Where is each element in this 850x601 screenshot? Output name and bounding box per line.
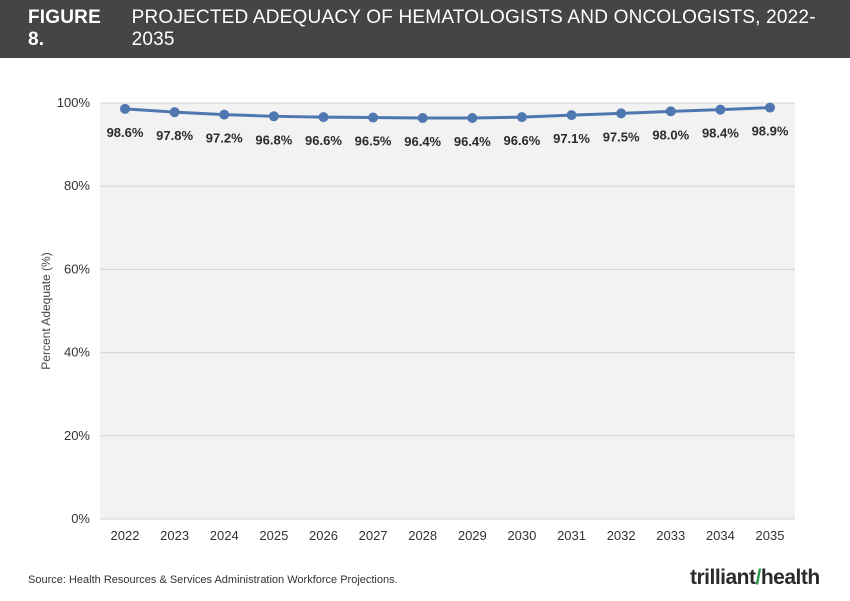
data-point xyxy=(715,104,726,115)
line-chart: 0%20%40%60%80%100% 2022 2023 2024 2025 2026 2… xyxy=(39,95,795,543)
source-note: Source: Health Resources & Services Admi… xyxy=(28,574,398,586)
data-point xyxy=(169,107,180,118)
data-label: 97.5% xyxy=(603,129,640,144)
data-label: 96.4% xyxy=(404,134,441,149)
x-tick-label: 2030 xyxy=(507,528,536,543)
data-point xyxy=(318,112,329,123)
trilliant-health-logo: trilliant/health xyxy=(690,566,820,590)
x-tick-label: 2034 xyxy=(706,528,735,543)
x-tick-label: 2024 xyxy=(210,528,239,543)
x-tick-label: 2025 xyxy=(259,528,288,543)
x-tick-label: 2026 xyxy=(309,528,338,543)
x-tick-label: 2029 xyxy=(458,528,487,543)
data-labels: 98.6% 97.8% 97.2% 96.8% 96.6% 96.5% 96.4% 96.4%… xyxy=(107,124,789,149)
data-point xyxy=(219,109,230,120)
data-label: 96.5% xyxy=(355,134,392,149)
data-label: 96.4% xyxy=(454,134,491,149)
data-label: 98.4% xyxy=(702,126,739,141)
data-point xyxy=(467,112,478,123)
y-tick-label: 100% xyxy=(57,95,91,110)
x-axis-ticks: 2022 2023 2024 2025 2026 2027 2028 2029 2030 2031… xyxy=(111,528,785,543)
x-tick-label: 2027 xyxy=(359,528,388,543)
data-label: 98.0% xyxy=(652,127,689,142)
x-tick-label: 2033 xyxy=(656,528,685,543)
data-points xyxy=(120,102,775,123)
data-point xyxy=(616,108,627,119)
data-label: 97.1% xyxy=(553,131,590,146)
figure-header: FIGURE 8. PROJECTED ADEQUACY OF HEMATOLO… xyxy=(0,0,850,58)
data-label: 96.8% xyxy=(255,132,292,147)
logo-accent-mark: / xyxy=(755,566,762,589)
data-label: 98.6% xyxy=(107,125,144,140)
figure-title: PROJECTED ADEQUACY OF HEMATOLOGISTS AND … xyxy=(131,7,816,50)
data-label: 97.8% xyxy=(156,128,193,143)
logo-text-1: trilliant xyxy=(690,566,756,589)
y-axis-label: Percent Adequate (%) xyxy=(39,252,53,369)
data-label: 97.2% xyxy=(206,131,243,146)
plot-area xyxy=(100,103,795,519)
data-point xyxy=(765,102,775,113)
figure-label: FIGURE 8. xyxy=(28,7,101,50)
data-label: 96.6% xyxy=(503,133,540,148)
x-tick-label: 2032 xyxy=(607,528,636,543)
gridlines xyxy=(100,102,795,520)
y-tick-label: 0% xyxy=(71,511,90,526)
data-label: 96.6% xyxy=(305,133,342,148)
y-tick-label: 60% xyxy=(64,261,90,276)
data-point xyxy=(120,103,130,114)
data-point xyxy=(268,111,279,122)
data-point xyxy=(417,112,428,123)
x-tick-label: 2031 xyxy=(557,528,586,543)
series-line xyxy=(124,106,771,120)
x-tick-label: 2023 xyxy=(160,528,189,543)
x-tick-label: 2035 xyxy=(756,528,785,543)
data-point xyxy=(566,110,577,121)
data-point xyxy=(516,112,527,123)
data-point xyxy=(368,112,379,123)
y-tick-label: 80% xyxy=(64,178,90,193)
logo-text-2: health xyxy=(760,566,820,589)
x-tick-label: 2022 xyxy=(111,528,140,543)
data-point xyxy=(665,106,676,117)
y-axis-ticks: 0% 20% 40% 60% 80% 100% xyxy=(57,95,91,526)
y-tick-label: 40% xyxy=(64,345,90,360)
data-label: 98.9% xyxy=(752,124,789,139)
y-tick-label: 20% xyxy=(64,428,90,443)
x-tick-label: 2028 xyxy=(408,528,437,543)
